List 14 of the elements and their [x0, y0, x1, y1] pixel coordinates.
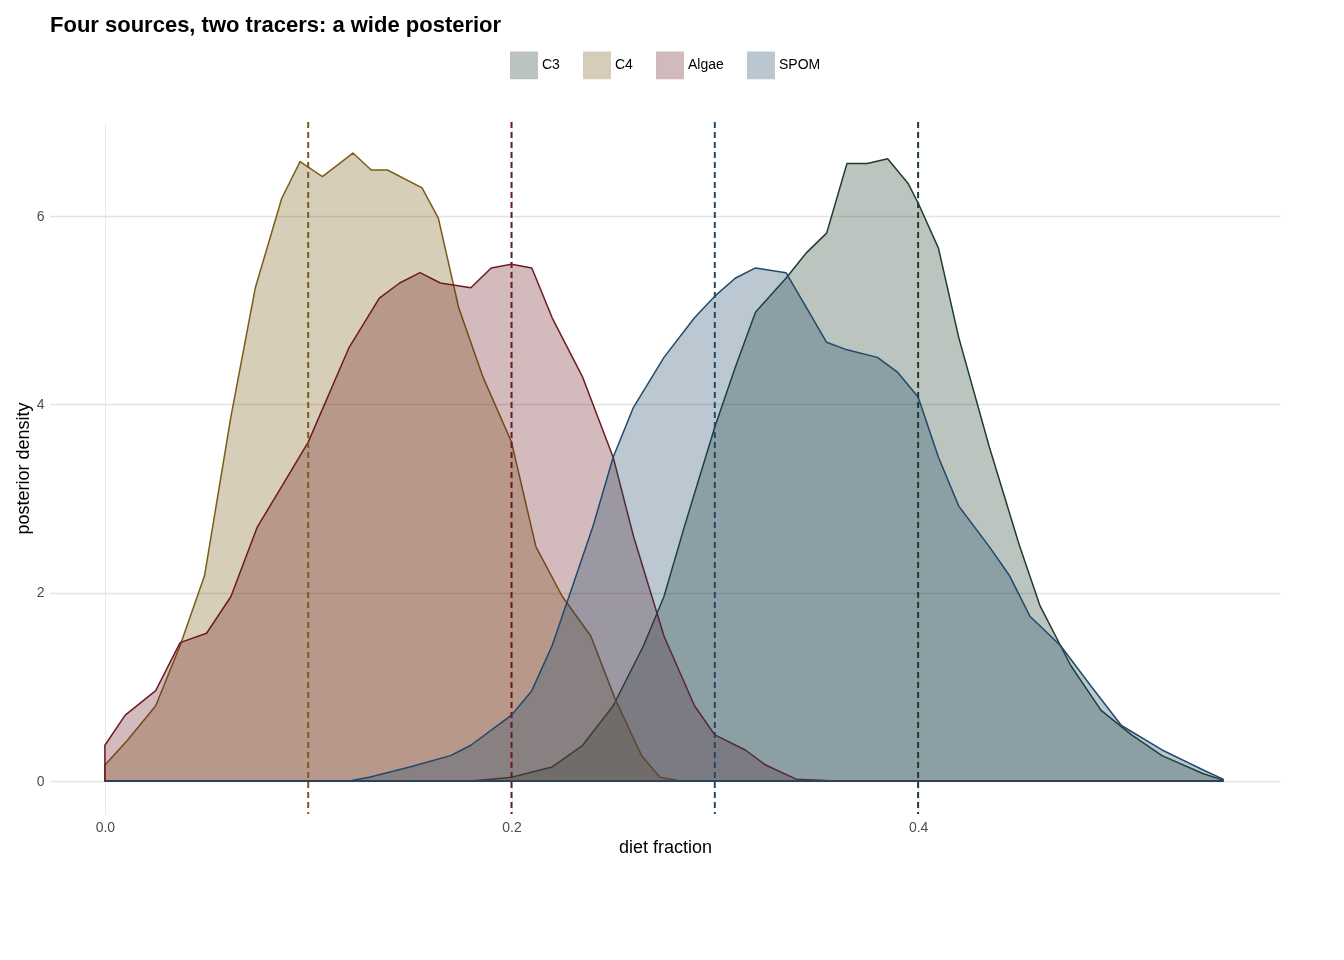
- chart-title: Four sources, two tracers: a wide posterior: [50, 12, 502, 37]
- y-axis-title: posterior density: [12, 402, 33, 535]
- y-tick-label: 0: [36, 772, 45, 789]
- y-tick-label: 2: [36, 584, 45, 601]
- x-axis-title: diet fraction: [618, 836, 713, 857]
- y-tick-label: 6: [36, 207, 45, 224]
- legend-label: C4: [615, 56, 634, 73]
- legend-label: C3: [542, 56, 561, 73]
- x-tick-label: 0.4: [908, 818, 929, 835]
- x-tick-label: 0.0: [95, 818, 116, 835]
- legend-label: SPOM: [779, 56, 821, 73]
- x-tick-label: 0.2: [502, 818, 522, 835]
- y-tick-label: 4: [36, 395, 45, 412]
- legend-label: Algae: [688, 56, 725, 73]
